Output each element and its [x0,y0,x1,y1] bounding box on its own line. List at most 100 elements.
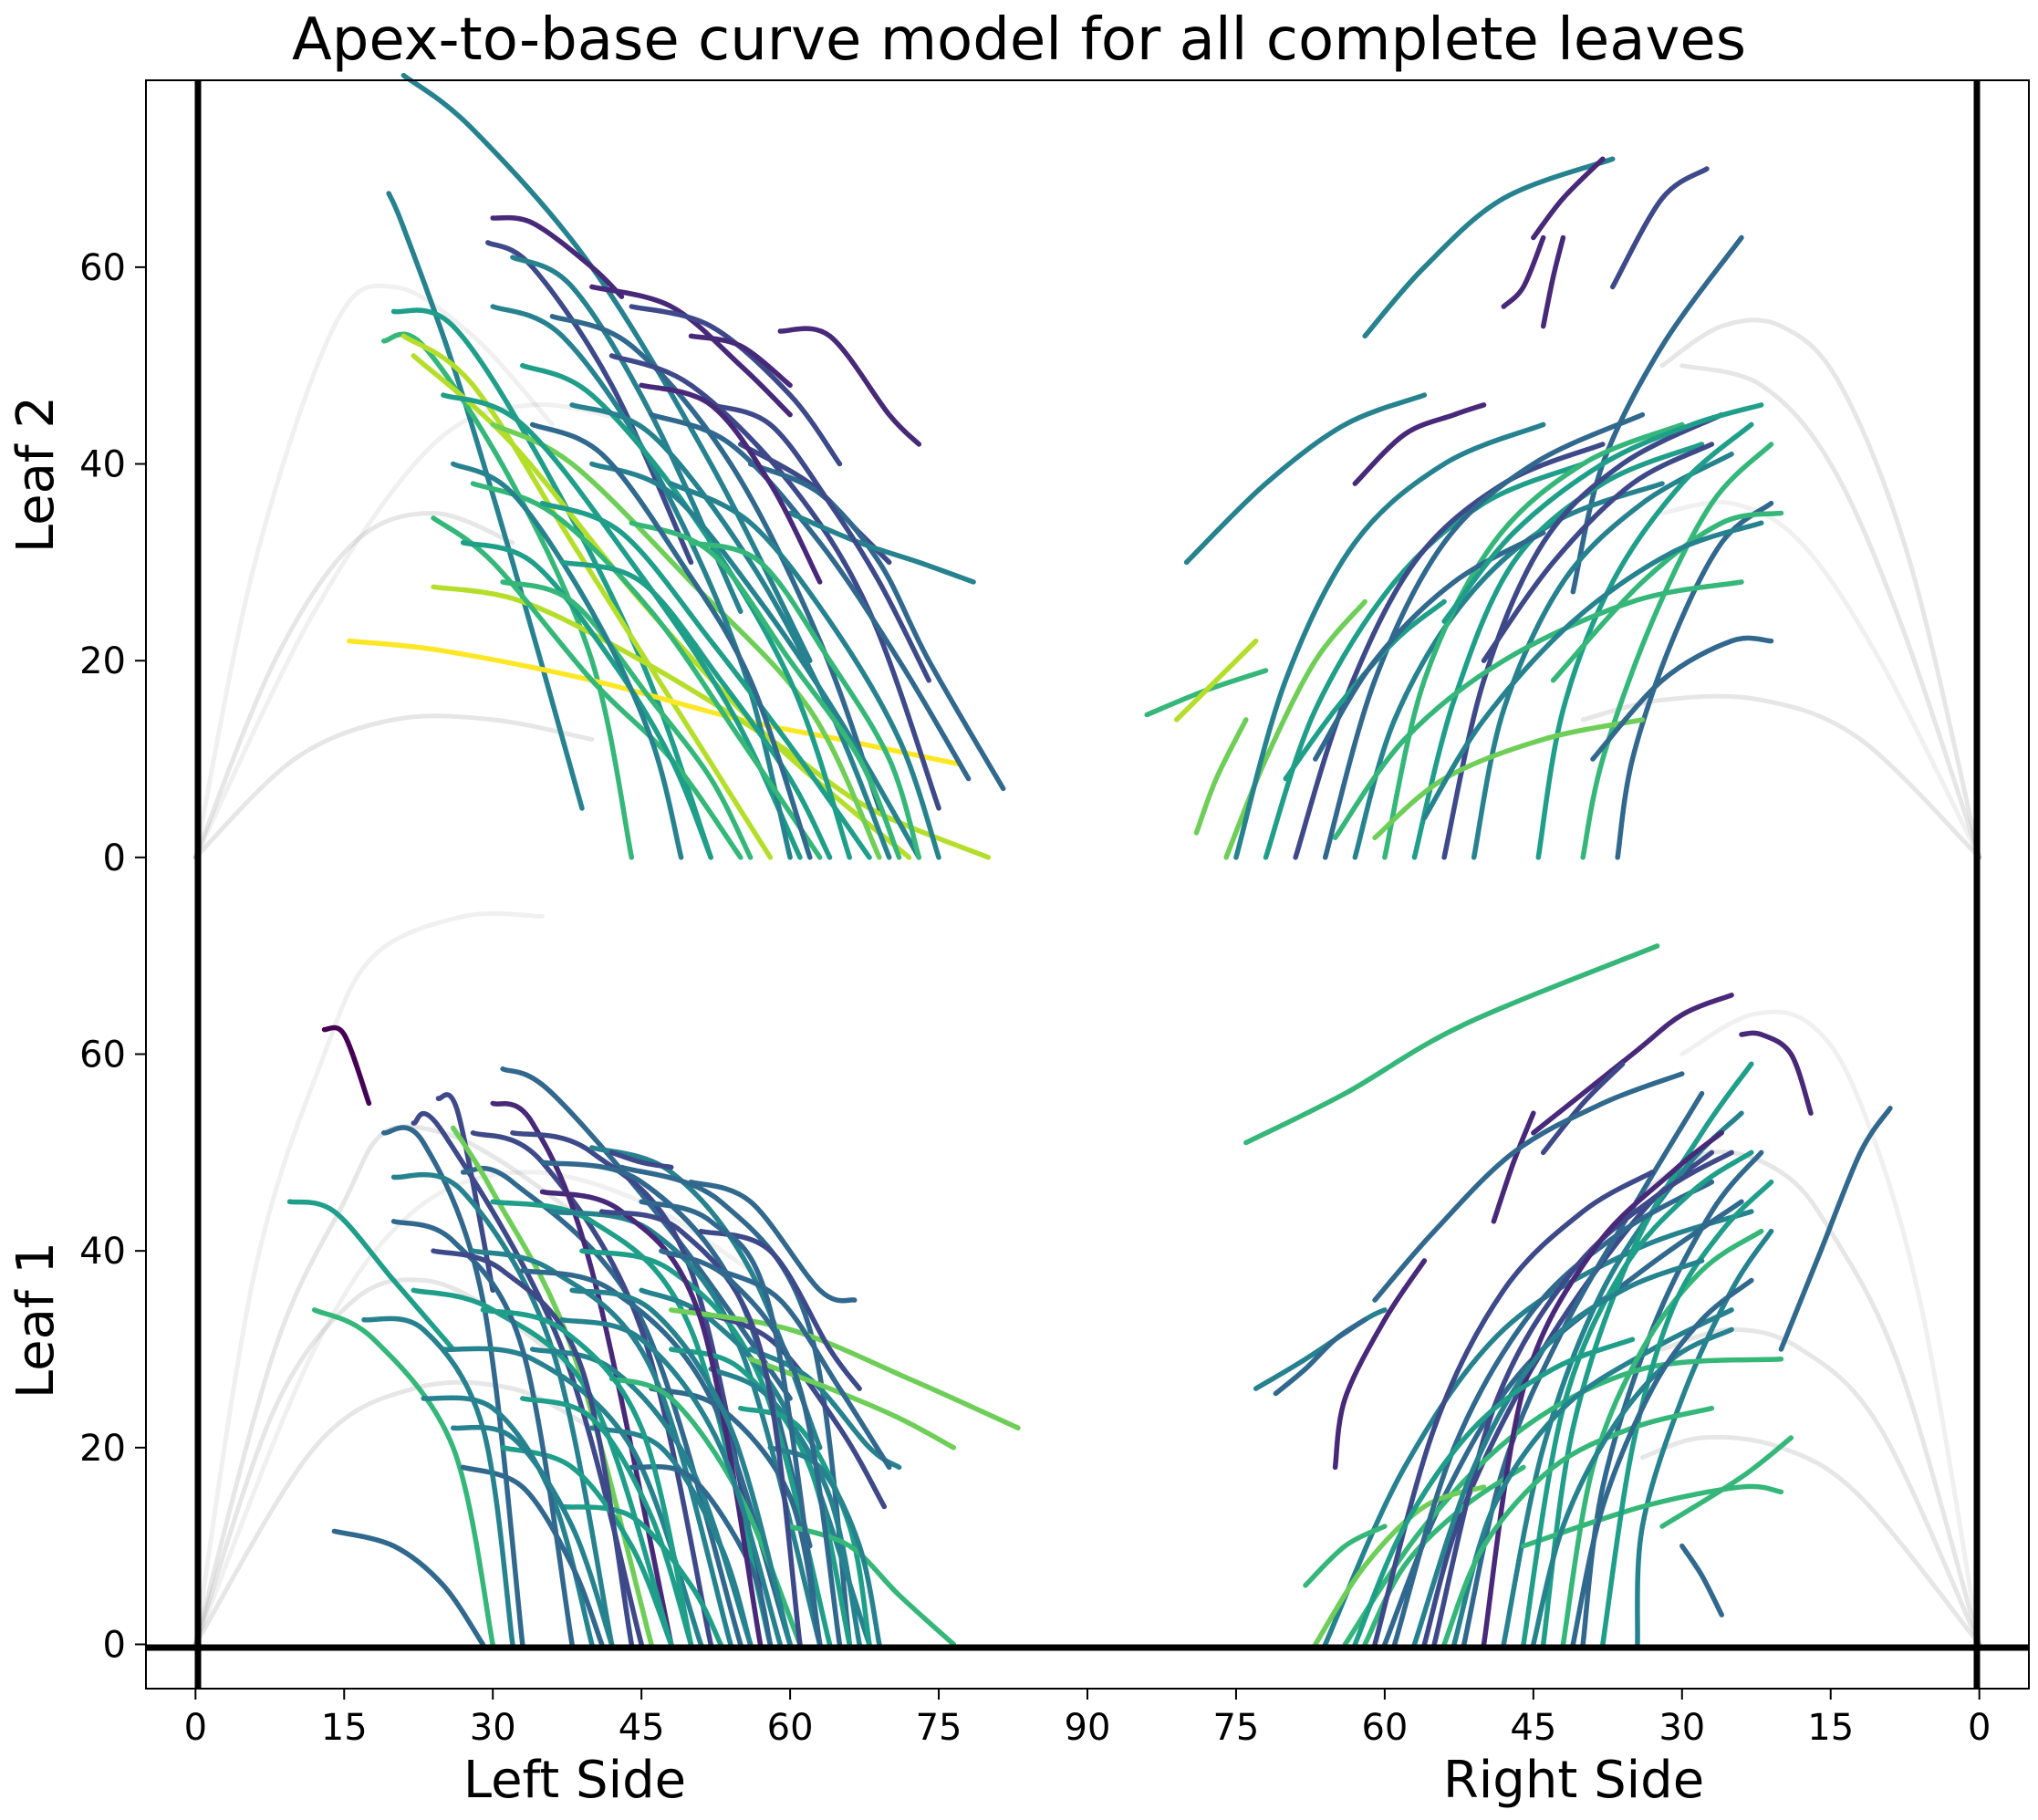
curve-right-leaf1-179 [1372,717,1646,841]
curve-left-leaf1-107 [639,382,823,585]
curve-left-leaf2-gray-4 [192,1379,595,1647]
curve-right-leaf2-143 [1600,1179,1774,1648]
curve-right-leaf1-161 [1183,392,1428,566]
axes-layer [145,79,2030,1690]
curve-left-leaf1-75 [688,333,793,389]
curve-right-leaf1-174 [1471,451,1734,860]
curve-right-leaf1-164 [1193,717,1249,836]
curve-left-leaf1-gray-65 [192,510,515,860]
curve-right-leaf2-121 [1273,1316,1367,1397]
curve-right-leaf1-185 [1441,402,1764,624]
curve-left-leaf2-12 [380,1125,525,1648]
curve-left-leaf2-44 [629,1463,774,1648]
curve-right-leaf2-118 [1372,1071,1685,1303]
y-tick-label-leaf1: 60 [79,1035,126,1076]
curve-right-leaf1-156 [1610,166,1710,290]
curve-right-leaf2-133 [1303,1524,1388,1588]
curve-right-leaf1-184 [1313,530,1546,762]
curve-left-leaf2-49 [767,1445,882,1648]
curve-left-leaf2-10 [500,1066,793,1401]
curve-left-leaf1-73 [589,284,793,418]
curve-right-leaf1-158 [1501,234,1546,309]
curve-right-leaf2-116 [1491,1110,1536,1224]
curve-right-leaf2-147 [1441,1405,1715,1648]
curve-right-leaf2-117 [1540,1061,1626,1156]
curve-left-leaf2-24 [470,1248,733,1648]
y-tick-label-leaf1: 20 [79,1428,126,1470]
curve-right-leaf2-gray-109 [1679,1009,1982,1647]
curves-layer [192,72,1982,1648]
y-label-leaf-2: Leaf 2 [6,396,66,553]
curve-right-leaf1-gray-153 [1679,363,1982,860]
curve-left-leaf1-74 [629,304,843,467]
x-tick-label: 15 [1807,1707,1854,1749]
curve-left-leaf1-89 [549,314,882,811]
curve-left-leaf2-46 [668,1307,1021,1430]
curve-left-leaf2-50 [390,1219,575,1648]
curve-right-leaf1-160 [1352,402,1487,486]
x-tick-label: 45 [619,1707,665,1749]
curve-left-leaf1-102 [451,461,684,860]
curve-left-leaf2-27 [490,1199,774,1648]
curve-right-leaf2-149 [1570,1277,1754,1648]
curve-right-leaf2-114 [1739,1030,1814,1116]
curve-left-leaf2-59 [451,1424,615,1648]
curve-right-leaf2-gray-110 [1659,1326,1982,1647]
curve-left-leaf2-45 [787,1524,957,1648]
curve-right-leaf2-142 [1560,1228,1764,1648]
curve-left-leaf1-104 [688,540,922,860]
curve-left-leaf1-103 [559,559,833,860]
x-tick-label: 0 [1968,1707,1991,1749]
curve-left-leaf2-32 [500,1445,674,1648]
curve-left-leaf1-68 [400,72,813,663]
curve-left-leaf2-58 [718,1267,892,1471]
curve-right-leaf2-112 [1243,943,1660,1146]
y-ticks: 0 20 40 60 0 20 40 60 [79,247,146,1666]
curve-right-leaf2-131 [1362,1464,1526,1648]
y-tick-label-leaf2: 20 [79,640,126,682]
curve-right-leaf2-132 [1313,1484,1487,1648]
curve-right-leaf2-146 [1352,1336,1636,1648]
curve-left-leaf1-99 [668,481,941,860]
curve-left-leaf2-25 [411,1287,674,1648]
curve-left-leaf1-69 [386,191,585,811]
curve-left-leaf2-63 [639,1199,823,1648]
curve-left-leaf1-97 [589,461,922,860]
curve-left-leaf1-91 [608,353,941,811]
curve-left-leaf2-5 [321,1024,372,1107]
y-tick-label-leaf2: 60 [79,247,126,289]
x-tick-label: 45 [1510,1707,1556,1749]
curve-left-leaf2-18 [608,1149,674,1170]
x-tick-label: 60 [1361,1707,1408,1749]
curve-right-leaf1-171 [1382,421,1685,860]
x-tick-label: 60 [767,1707,814,1749]
x-tick-label: 15 [321,1707,368,1749]
curve-left-leaf1-101 [500,579,754,860]
curve-right-leaf1-gray-150 [1659,317,1982,860]
curve-left-leaf2-60 [520,1396,694,1648]
curve-right-leaf2-145 [1411,1258,1705,1648]
curve-right-leaf1-186 [1481,442,1715,663]
curve-left-leaf2-34 [460,1464,605,1648]
curve-left-leaf1-76 [777,326,922,447]
curve-right-leaf1-157 [1540,234,1566,329]
curve-left-leaf1-88 [520,362,853,860]
curve-left-leaf2-9 [470,1130,713,1648]
curve-left-leaf2-gray-1 [192,910,546,1647]
curve-right-leaf2-115 [1778,1106,1893,1352]
y-tick-label-leaf2: 0 [103,837,126,879]
curve-right-leaf1-178 [1332,579,1744,841]
curve-right-leaf2-129 [1635,1228,1774,1648]
y-tick-label-leaf1: 40 [79,1231,126,1273]
curve-right-leaf2-140 [1521,1149,1754,1648]
x-ticks: 0 15 30 45 60 75 90 75 60 45 30 15 0 [184,1689,1991,1749]
curve-left-leaf2-61 [569,1287,793,1648]
curve-left-leaf1-95 [470,481,823,860]
curve-right-leaf1-177 [1615,500,1774,860]
x-tick-label: 30 [470,1707,516,1749]
curve-left-leaf1-gray-66 [192,401,644,860]
curve-left-leaf1-106 [708,402,931,683]
curve-left-leaf2-13 [390,1171,615,1648]
curve-right-leaf1-175 [1535,421,1754,860]
curve-right-leaf1-163 [1174,638,1259,723]
